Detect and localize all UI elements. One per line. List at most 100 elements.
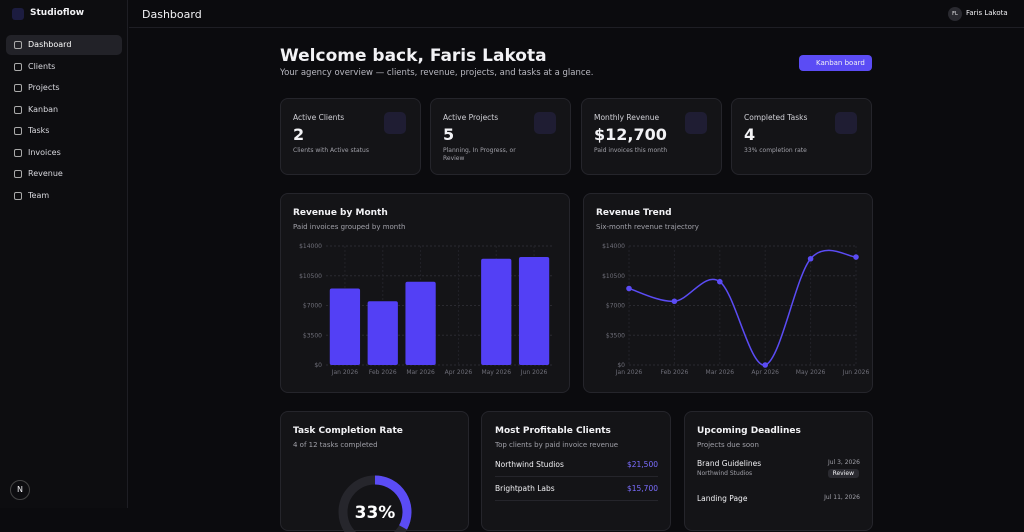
stat-icon [384, 112, 406, 134]
y-tick-label: $7000 [606, 303, 625, 310]
avatar[interactable]: FL [948, 7, 962, 21]
stat-icon [685, 112, 707, 134]
x-tick-label: Jan 2026 [615, 369, 643, 376]
card-title: Task Completion Rate [293, 426, 403, 436]
y-tick-label: $14000 [299, 243, 322, 250]
stat-icon [534, 112, 556, 134]
client-revenue: $21,500 [626, 460, 658, 469]
donut: 33% [338, 475, 412, 532]
stat-desc: Clients with Active status [293, 147, 369, 154]
y-tick-label: $14000 [602, 243, 625, 250]
chart: $0 $3500 $7000 $10500 $14000 Jan 2026 Feb 2026… [602, 243, 870, 376]
bar [518, 257, 550, 365]
icon [14, 62, 22, 71]
page-title: Dashboard [142, 8, 202, 21]
divider [495, 500, 658, 501]
y-tick-label: $7000 [303, 303, 322, 310]
card-title: Revenue Trend [596, 208, 672, 218]
stat-value: $12,700 [594, 125, 667, 144]
deadline-client: Northwind Studios [697, 470, 753, 477]
card-subtitle: Six-month revenue trajectory [596, 223, 699, 231]
stat-icon [835, 112, 857, 134]
icon [14, 41, 22, 49]
card-title: Revenue by Month [293, 208, 388, 218]
nav-item[interactable]: Revenue [6, 164, 122, 184]
x-tick-label: May 2026 [796, 369, 826, 376]
icon [14, 191, 22, 200]
stat-label: Completed Tasks [744, 113, 808, 122]
line-chart-card: Revenue Trend Six-month revenue trajecto… [583, 193, 873, 393]
card-subtitle: Paid invoices grouped by month [293, 223, 406, 231]
bar [405, 281, 436, 365]
stat-card: Active Clients 2 Clients with Active statu… [280, 98, 421, 175]
nav-item[interactable]: Clients [6, 57, 122, 77]
point [671, 298, 678, 305]
icon [14, 84, 22, 92]
deadline-date: Jul 3, 2026 [827, 459, 860, 466]
stat-label: Active Projects [443, 113, 499, 122]
card-subtitle: 4 of 12 tasks completed [293, 441, 378, 449]
y-tick-label: $10500 [602, 273, 625, 280]
deadline-date: Jul 11, 2026 [824, 494, 860, 501]
stat-value: 5 [443, 125, 455, 144]
deadlines-card: Upcoming Deadlines Projects due soon Bra… [684, 411, 873, 531]
y-tick-label: $0 [617, 362, 625, 369]
nav-item[interactable]: Dashboard [6, 35, 122, 55]
x-tick-label: Jun 2026 [842, 369, 870, 376]
sidebar: Studioflow Dashboard Clients Projects Kanba… [0, 0, 128, 508]
point [807, 255, 814, 262]
icon [14, 148, 22, 157]
bar-chart-card: Revenue by Month Paid invoices grouped b… [280, 193, 570, 393]
icon [14, 127, 22, 135]
stat-value: 4 [744, 125, 756, 144]
bar [481, 258, 512, 365]
y-tick-label: $10500 [299, 273, 322, 280]
point [762, 362, 768, 368]
stat-card: Monthly Revenue $12,700 Paid invoices this… [581, 98, 722, 175]
point [853, 254, 859, 260]
y-tick-label: $3500 [606, 332, 625, 339]
nav-item[interactable]: Kanban [6, 100, 122, 120]
divider [495, 476, 658, 477]
stat-desc: Paid invoices this month [594, 147, 668, 154]
nav-item[interactable]: Team [6, 186, 122, 206]
x-tick-label: Mar 2026 [406, 369, 435, 376]
stat-value: 2 [293, 125, 305, 144]
chart: $0 $3500 $7000 $10500 $14000 Jan 2026 Feb 2026… [299, 243, 553, 376]
x-tick-label: Jan 2026 [331, 369, 359, 376]
donut-label: 33% [355, 503, 396, 523]
client-name: Northwind Studios [495, 460, 564, 469]
user-name: Faris Lakota [966, 9, 1008, 17]
x-tick-label: May 2026 [481, 369, 511, 376]
nav-item[interactable]: Projects [6, 78, 122, 98]
x-tick-label: Apr 2026 [751, 369, 779, 376]
logo [12, 8, 24, 20]
icon [14, 170, 22, 178]
x-tick-label: Apr 2026 [445, 369, 473, 376]
clients-card: Most Profitable Clients Top clients by p… [481, 411, 671, 531]
nav-item[interactable]: Tasks [6, 121, 122, 141]
badge[interactable]: N [10, 480, 30, 500]
deadline-name: Landing Page [697, 494, 748, 503]
x-tick-label: Feb 2026 [369, 369, 397, 376]
stat-label: Monthly Revenue [594, 113, 660, 122]
point [717, 278, 723, 285]
stat-card: Completed Tasks 4 33% completion rate [731, 98, 872, 175]
topbar: Dashboard FL Faris Lakota [129, 0, 1024, 28]
task-card: Task Completion Rate 4 of 12 tasks compl… [280, 411, 469, 532]
point [626, 285, 632, 292]
stat-card: Active Projects 5 Planning, In Progress, o… [430, 98, 571, 175]
stat-desc: 33% completion rate [744, 147, 807, 154]
x-tick-label: Feb 2026 [660, 369, 688, 376]
card-title: Upcoming Deadlines [697, 426, 801, 436]
nav-item[interactable]: Invoices [6, 143, 122, 163]
stat-desc: Planning, In Progress, or Review [443, 147, 516, 162]
kanban-button[interactable]: Kanban board [799, 55, 872, 71]
x-tick-label: Mar 2026 [706, 369, 735, 376]
bar [367, 301, 398, 365]
y-tick-label: $0 [314, 362, 322, 369]
icon [14, 105, 22, 114]
bar [329, 288, 361, 365]
stat-label: Active Clients [293, 113, 345, 122]
